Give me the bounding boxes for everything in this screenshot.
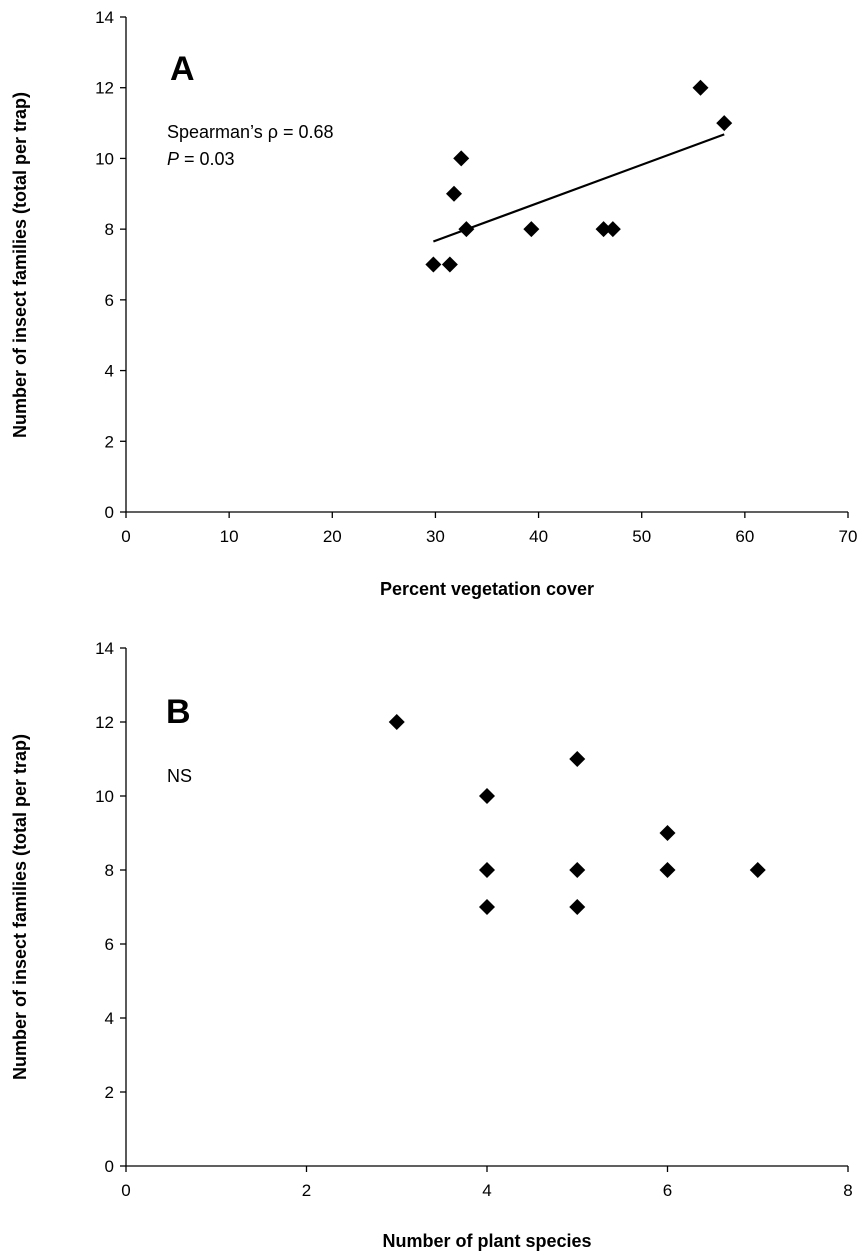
panel-b-ticks: 0 2 4 6 8 10 12 14 0 2 4 6 8 (95, 639, 853, 1200)
panel-a-y-tick-label: 4 (105, 362, 114, 381)
panel-a-points (425, 79, 733, 273)
panel-a-x-tick-label: 30 (426, 527, 445, 546)
panel-a-data-point (453, 150, 470, 167)
panel-a-y-tick-label: 0 (105, 503, 114, 522)
panel-b-data-point (659, 825, 676, 841)
panel-b-x-tick-label: 0 (121, 1181, 130, 1200)
panel-b-x-tick-label: 4 (482, 1181, 491, 1200)
panel-b-y-tick-label: 14 (95, 639, 114, 658)
panel-a-data-point (425, 256, 442, 273)
panel-a-x-tick-label: 50 (632, 527, 651, 546)
panel-a-p-value-annotation: P = 0.03 (167, 149, 235, 169)
panel-b-y-tick-label: 4 (105, 1009, 114, 1028)
panel-a-x-tick-label: 20 (323, 527, 342, 546)
panel-b-y-tick-label: 6 (105, 935, 114, 954)
panel-a-label: A (170, 50, 195, 88)
panel-b-y-tick-label: 0 (105, 1157, 114, 1176)
panel-b-ns-annotation: NS (167, 766, 192, 786)
panel-b-data-point (749, 862, 766, 878)
panel-a-trendline (432, 133, 725, 243)
panel-a-data-point (523, 221, 540, 238)
panel-a-data-point (595, 221, 612, 238)
panel-b-x-tick-label: 2 (302, 1181, 311, 1200)
panel-b-data-point (479, 899, 495, 915)
panel-a-spearman-annotation: Spearman’s ρ = 0.68 (167, 122, 334, 142)
panel-a-data-point (604, 221, 621, 238)
panel-a-x-tick-label: 10 (220, 527, 239, 546)
panel-a-data-point (441, 256, 458, 273)
panel-b-chart: 0 2 4 6 8 10 12 14 0 2 4 6 8 B NS Number of plant sp… (10, 639, 853, 1251)
panel-a-data-point (458, 221, 475, 238)
panel-a-ticks: 0 2 4 6 8 10 12 14 0 10 20 30 40 50 60 70 (95, 8, 857, 546)
panel-b-x-tick-label: 8 (843, 1181, 852, 1200)
panel-a-data-point (692, 79, 709, 96)
panel-a-data-point (445, 185, 462, 202)
panel-b-data-point (388, 714, 405, 730)
panel-a-y-axis-title: Number of insect families (total per tra… (10, 92, 30, 438)
panel-b-x-axis-title: Number of plant species (382, 1231, 591, 1251)
panel-a-x-tick-label: 70 (839, 527, 858, 546)
panel-b-data-point (659, 862, 676, 878)
p-value: = 0.03 (179, 149, 235, 169)
panel-a-y-tick-label: 8 (105, 220, 114, 239)
panel-a-chart: 0 2 4 6 8 10 12 14 0 10 20 30 40 50 60 70 A Spearman’s … (10, 8, 857, 599)
panel-a-y-tick-label: 14 (95, 8, 114, 27)
panel-b-data-point (569, 862, 586, 878)
panel-a-x-tick-label: 40 (529, 527, 548, 546)
panel-b-data-point (569, 899, 586, 915)
panel-b-data-point (569, 751, 586, 767)
panel-a-x-axis-title: Percent vegetation cover (380, 579, 594, 599)
panel-a-y-tick-label: 6 (105, 291, 114, 310)
panel-a-x-tick-label: 60 (735, 527, 754, 546)
panel-b-y-tick-label: 2 (105, 1083, 114, 1102)
panel-b-y-tick-label: 12 (95, 713, 114, 732)
panel-b-y-axis-title: Number of insect families (total per tra… (10, 734, 30, 1080)
panel-b-data-point (479, 862, 495, 878)
panel-b-y-tick-label: 10 (95, 787, 114, 806)
panel-a-y-tick-label: 2 (105, 432, 114, 451)
panel-a-y-tick-label: 10 (95, 149, 114, 168)
p-italic: P (167, 149, 179, 169)
panel-b-label: B (166, 693, 191, 731)
panel-a-x-tick-label: 0 (121, 527, 130, 546)
panel-b-points (388, 714, 766, 915)
panel-a-data-point (716, 115, 733, 132)
panel-b-x-tick-label: 6 (663, 1181, 672, 1200)
panel-b-y-tick-label: 8 (105, 861, 114, 880)
panel-b-data-point (479, 788, 495, 804)
panel-a-y-tick-label: 12 (95, 79, 114, 98)
